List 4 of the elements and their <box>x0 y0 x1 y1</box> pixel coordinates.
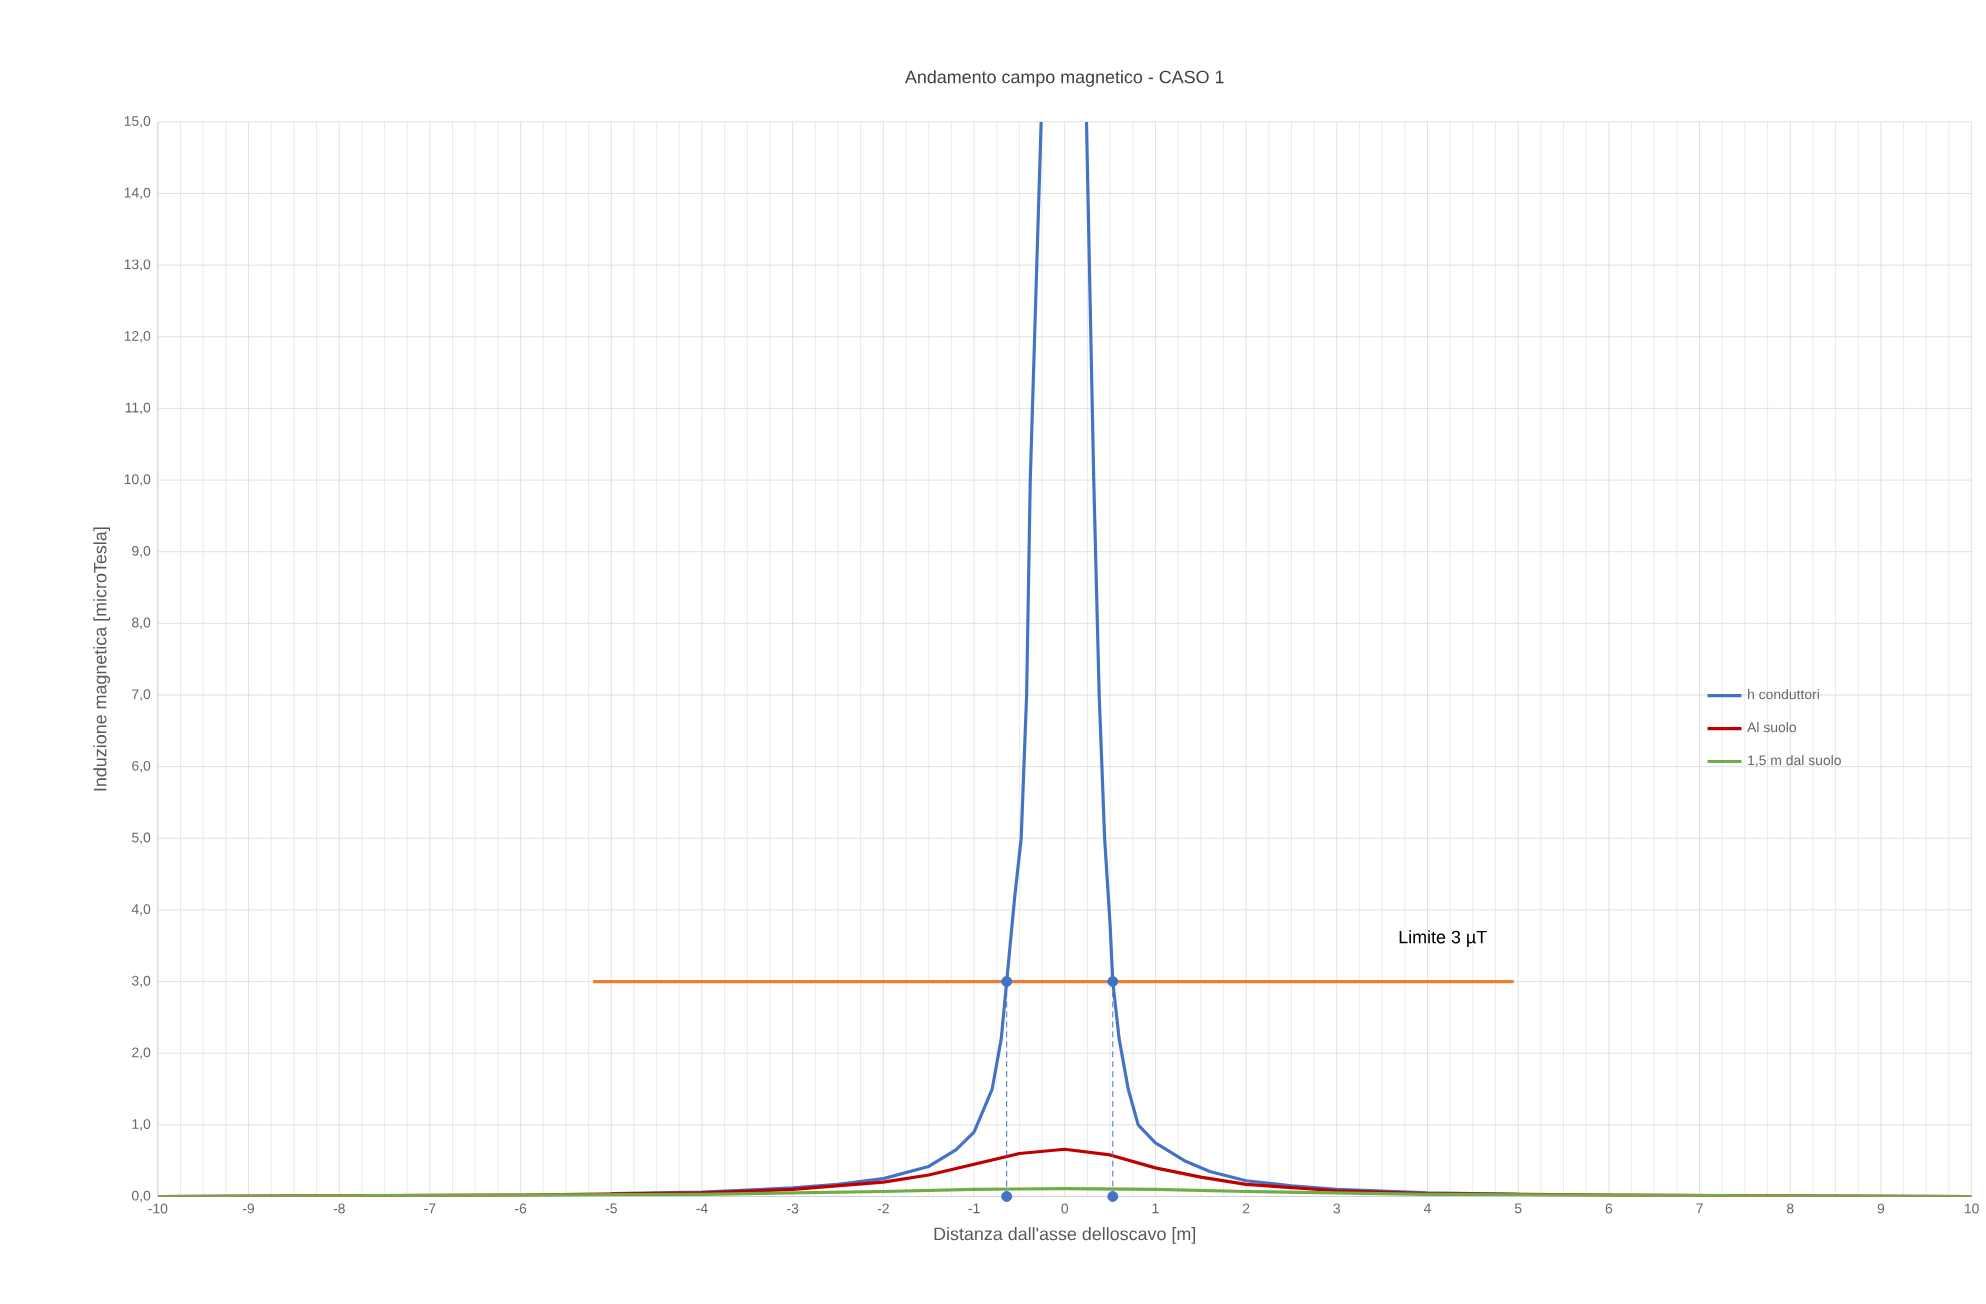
annotation: Limite 3 µT <box>1399 930 1487 947</box>
chart-title: Andamento campo magnetico - CASO 1 <box>904 69 1224 87</box>
y-axis-title: Induzione magnetica [microTesla] <box>93 527 111 791</box>
x-axis-title: Distanza dall'asse delloscavo [m] <box>934 1226 1196 1244</box>
